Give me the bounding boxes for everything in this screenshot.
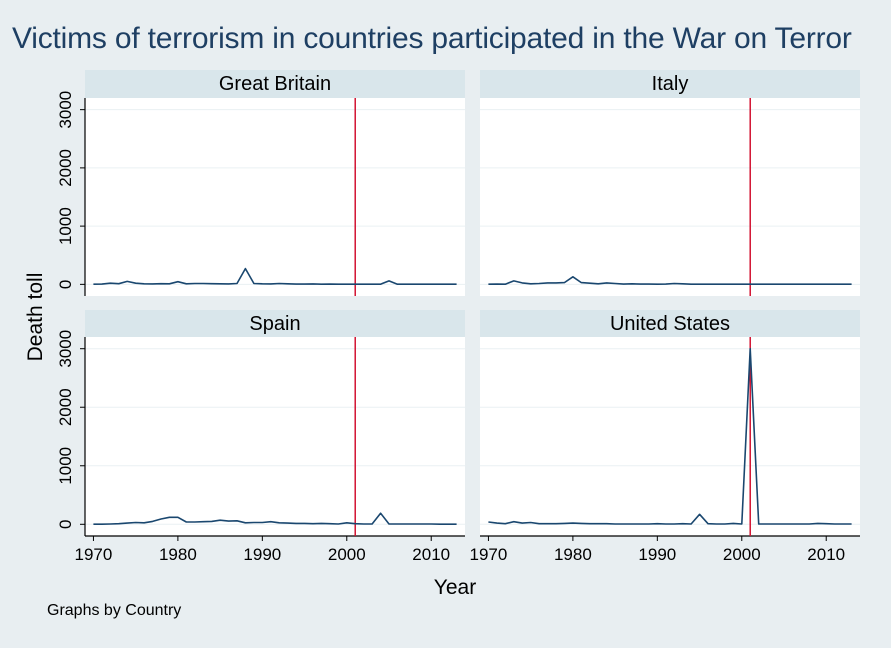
- x-tick-label-1990-united-states: 1990: [638, 545, 676, 564]
- panel-title-united-states: United States: [610, 313, 730, 335]
- y-tick-label-2000-spain: 2000: [56, 388, 75, 426]
- x-tick-label-2010-spain: 2010: [412, 545, 450, 564]
- y-tick-label-3000-great-britain: 3000: [56, 91, 75, 129]
- series-line-spain: [93, 512, 457, 526]
- y-tick-label-0-spain: 0: [56, 520, 75, 529]
- panel-title-spain: Spain: [249, 313, 300, 335]
- chart-title: Victims of terrorism in countries partic…: [12, 22, 852, 55]
- panel-strip-italy: [480, 70, 860, 98]
- chart-footnote: Graphs by Country: [47, 602, 182, 619]
- panel-plot-area-italy: [480, 98, 860, 296]
- y-tick-label-1000-spain: 1000: [56, 447, 75, 485]
- series-line-italy: [488, 275, 852, 286]
- x-axis-title: Year: [434, 576, 476, 599]
- panel-title-italy: Italy: [652, 73, 689, 95]
- y-tick-label-2000-great-britain: 2000: [56, 149, 75, 187]
- panel-plot-area-united-states: [480, 337, 860, 536]
- panel-plot-area-great-britain: [85, 98, 465, 296]
- x-tick-label-2000-united-states: 2000: [723, 545, 761, 564]
- panel-strip-spain: [85, 310, 465, 337]
- series-line-united-states: [488, 347, 852, 525]
- x-tick-label-1980-spain: 1980: [159, 545, 197, 564]
- x-tick-label-1990-spain: 1990: [243, 545, 281, 564]
- series-line-great-britain: [93, 267, 457, 286]
- y-axis-title: Death toll: [24, 273, 47, 362]
- y-tick-label-3000-spain: 3000: [56, 330, 75, 368]
- panel-strip-great-britain: [85, 70, 465, 98]
- y-tick-label-1000-great-britain: 1000: [56, 207, 75, 245]
- x-tick-label-1980-united-states: 1980: [554, 545, 592, 564]
- x-tick-label-2010-united-states: 2010: [807, 545, 845, 564]
- x-tick-label-1970-spain: 1970: [75, 545, 113, 564]
- x-tick-label-2000-spain: 2000: [328, 545, 366, 564]
- x-tick-label-1970-united-states: 1970: [470, 545, 508, 564]
- panel-title-great-britain: Great Britain: [219, 73, 331, 95]
- y-tick-label-0-great-britain: 0: [56, 280, 75, 289]
- panel-strip-united-states: [480, 310, 860, 337]
- panel-plot-area-spain: [85, 337, 465, 536]
